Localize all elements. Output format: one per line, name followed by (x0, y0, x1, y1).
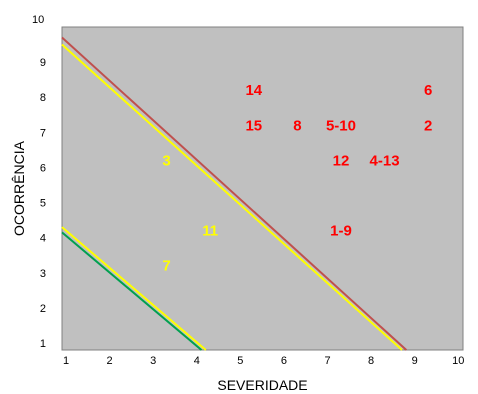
y-tick-label: 2 (40, 303, 46, 315)
x-tick-label: 6 (281, 355, 287, 367)
point-label: 12 (333, 152, 350, 169)
point-label: 4-13 (370, 152, 400, 169)
y-tick-label: 1 (40, 338, 46, 350)
y-tick-label: 6 (40, 162, 46, 174)
point-label: 1-9 (330, 223, 352, 240)
point-label: 11 (202, 223, 218, 240)
y-axis-title: OCORRÊNCIA (11, 140, 27, 236)
x-axis-ticks: 1 2 3 4 5 6 7 8 9 10 (63, 355, 464, 367)
y-tick-label: 5 (40, 198, 46, 210)
y-tick-label: 4 (40, 233, 46, 245)
x-tick-label: 7 (324, 355, 330, 367)
point-labels: 14 6 15 8 5-10 2 3 12 4-13 11 1-9 7 (162, 82, 432, 275)
point-label: 7 (162, 258, 170, 275)
x-tick-label: 8 (368, 355, 374, 367)
x-tick-label: 3 (150, 355, 156, 367)
boundary-line-2 (61, 43, 403, 351)
point-label: 6 (424, 82, 432, 99)
x-tick-label: 4 (194, 355, 200, 367)
y-tick-label: 8 (40, 92, 46, 104)
boundary-lines (61, 36, 408, 351)
y-tick-label: 7 (40, 127, 46, 139)
point-label: 5-10 (326, 117, 356, 134)
x-tick-label: 2 (107, 355, 113, 367)
x-tick-label: 10 (452, 355, 464, 367)
y-tick-label: 10 (32, 14, 44, 26)
point-label: 14 (245, 82, 262, 99)
x-tick-label: 9 (412, 355, 418, 367)
plot-area (61, 26, 464, 351)
x-tick-label: 5 (237, 355, 243, 367)
x-tick-label: 1 (63, 355, 69, 367)
y-tick-label: 3 (40, 268, 46, 280)
point-label: 15 (245, 117, 262, 134)
point-label: 8 (293, 117, 301, 134)
y-axis-ticks: 1 2 3 4 5 6 7 8 9 10 (32, 14, 46, 350)
boundary-line-3 (61, 226, 207, 351)
y-tick-label: 9 (40, 57, 46, 69)
x-axis-title: SEVERIDADE (217, 377, 307, 393)
boundary-line-4 (61, 231, 203, 351)
boundary-line-1 (61, 36, 408, 351)
point-label: 3 (162, 152, 170, 169)
point-label: 2 (424, 117, 432, 134)
